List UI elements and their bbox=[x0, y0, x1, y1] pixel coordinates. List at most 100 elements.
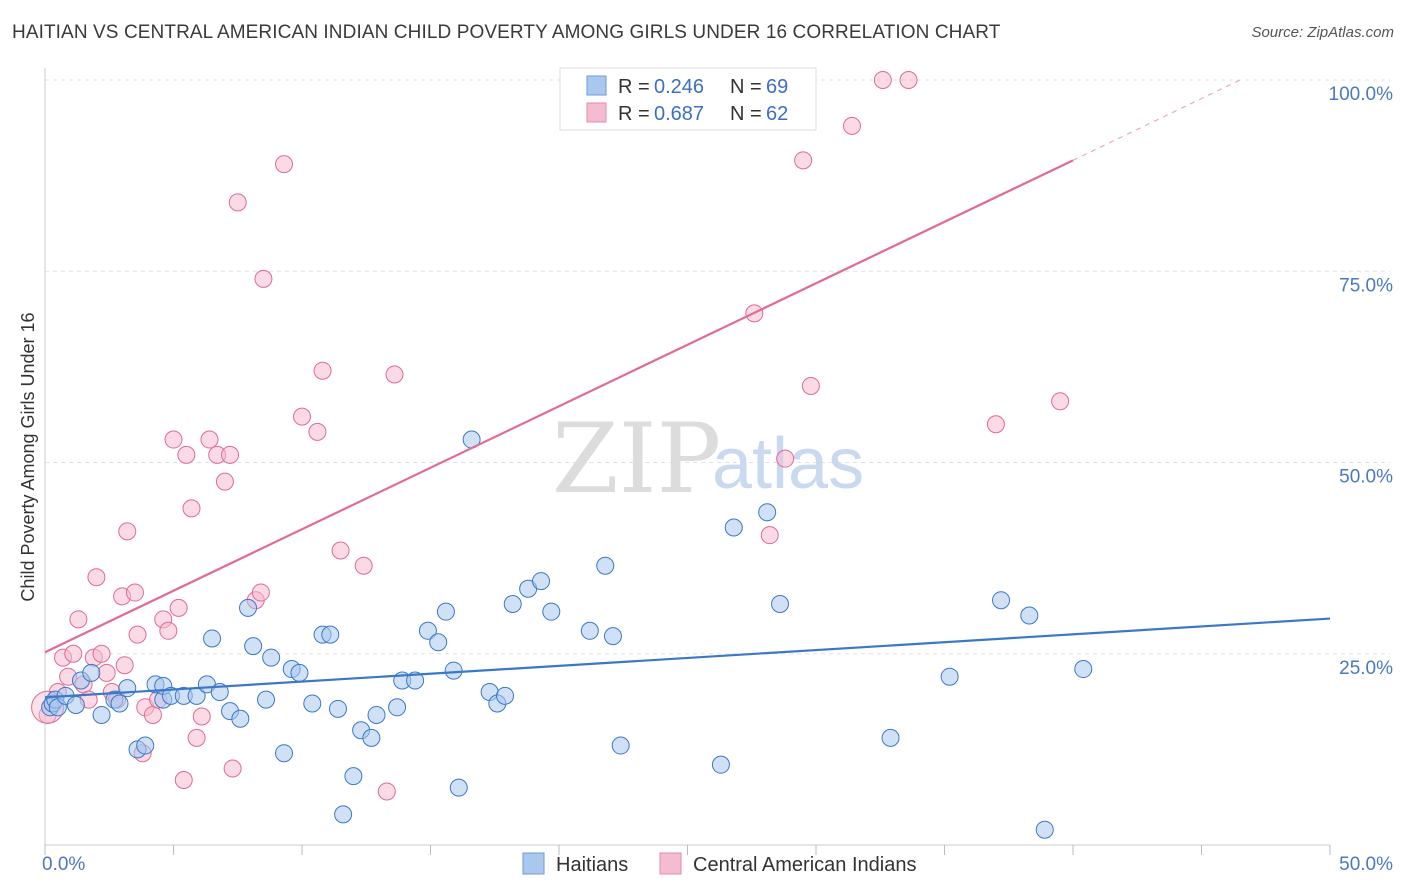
cai-point bbox=[125, 583, 144, 602]
haitian-point bbox=[1020, 606, 1039, 625]
legend-n-value-haitians: 69 bbox=[766, 76, 788, 98]
y-tick-labels: 25.0% 50.0% 75.0% 100.0% bbox=[1329, 84, 1394, 679]
haitian-point bbox=[429, 633, 448, 652]
cai-point bbox=[377, 782, 396, 801]
cai-point bbox=[215, 472, 234, 491]
haitian-point bbox=[118, 679, 137, 698]
cai-point bbox=[128, 625, 147, 644]
cai-point bbox=[159, 621, 178, 640]
y-tick-label: 100.0% bbox=[1329, 84, 1394, 105]
cai-point bbox=[331, 541, 350, 560]
legend-n-label-haitians: N = bbox=[730, 76, 762, 98]
haitian-point bbox=[532, 572, 551, 591]
cai-point bbox=[164, 430, 183, 449]
haitian-point bbox=[406, 671, 425, 690]
x-tick-label: 50.0% bbox=[1339, 854, 1393, 875]
cai-point bbox=[251, 583, 270, 602]
x-tick-labels: 0.0% 50.0% bbox=[42, 854, 1393, 875]
trend-line-cai-extension bbox=[1072, 79, 1241, 161]
haitian-point bbox=[136, 736, 155, 755]
cai-point bbox=[174, 770, 193, 789]
haitian-point bbox=[244, 637, 263, 656]
legend-r-value-haitians: 0.246 bbox=[654, 76, 704, 98]
haitian-point bbox=[496, 686, 515, 705]
haitian-point bbox=[444, 661, 463, 680]
cai-point bbox=[760, 526, 779, 545]
cai-point bbox=[1051, 392, 1070, 411]
haitian-point bbox=[418, 621, 437, 640]
top-legend: R = 0.246 N = 69 R = 0.687 N = 62 bbox=[559, 67, 817, 131]
cai-point bbox=[177, 445, 196, 464]
haitian-point bbox=[596, 556, 615, 575]
haitian-point bbox=[436, 602, 455, 621]
cai-point bbox=[354, 556, 373, 575]
cai-point bbox=[385, 365, 404, 384]
haitian-point bbox=[724, 518, 743, 537]
haitian-point bbox=[992, 591, 1011, 610]
haitian-point bbox=[758, 503, 777, 522]
legend-n-value-cai: 62 bbox=[766, 103, 788, 125]
haitian-point bbox=[1074, 660, 1093, 679]
haitian-point bbox=[262, 648, 281, 667]
cai-point bbox=[899, 71, 918, 89]
bottom-legend-label-haitians: Haitians bbox=[556, 854, 628, 876]
gridlines bbox=[45, 79, 1390, 655]
haitian-point bbox=[771, 595, 790, 614]
cai-point bbox=[801, 377, 820, 395]
haitian-point bbox=[367, 705, 386, 724]
cai-point bbox=[986, 415, 1005, 434]
legend-r-label-cai: R = bbox=[618, 103, 650, 125]
haitian-point bbox=[580, 621, 599, 640]
bottom-legend-label-cai: Central American Indians bbox=[693, 854, 916, 876]
haitian-point bbox=[110, 694, 129, 713]
haitian-point bbox=[603, 627, 622, 646]
cai-point bbox=[254, 269, 273, 288]
legend-r-label-haitians: R = bbox=[618, 76, 650, 98]
y-axis-label: Child Poverty Among Girls Under 16 bbox=[18, 312, 38, 601]
haitian-point bbox=[92, 705, 111, 724]
haitian-point bbox=[362, 728, 381, 747]
haitian-point bbox=[334, 805, 353, 824]
y-tick-label: 75.0% bbox=[1339, 275, 1393, 296]
cai-point bbox=[187, 728, 206, 747]
haitian-point bbox=[881, 728, 900, 747]
haitian-point bbox=[542, 602, 561, 621]
haitian-point bbox=[503, 595, 522, 614]
cai-point bbox=[873, 71, 892, 89]
cai-point bbox=[776, 449, 795, 468]
bottom-legend: Haitians Central American Indians bbox=[522, 852, 916, 876]
cai-point bbox=[115, 656, 134, 675]
haitian-point bbox=[449, 778, 468, 797]
cai-point bbox=[143, 705, 162, 724]
cai-point bbox=[842, 116, 861, 135]
trend-line-haitians bbox=[44, 617, 1331, 699]
legend-swatch-haitians bbox=[586, 75, 607, 96]
cai-point bbox=[221, 445, 240, 464]
cai-point bbox=[293, 407, 311, 426]
cai-point bbox=[313, 361, 332, 380]
x-ticks bbox=[44, 845, 1331, 855]
haitian-point bbox=[1035, 820, 1054, 839]
haitian-point bbox=[328, 699, 347, 718]
cai-point bbox=[118, 522, 137, 541]
haitian-point bbox=[257, 690, 276, 709]
bottom-legend-swatch-haitians bbox=[522, 852, 545, 875]
haitian-point bbox=[388, 698, 407, 717]
haitian-point bbox=[82, 663, 101, 682]
legend-swatch-cai bbox=[586, 102, 607, 123]
haitian-point bbox=[290, 663, 309, 682]
x-tick-label: 0.0% bbox=[42, 854, 85, 875]
cai-point bbox=[200, 430, 219, 449]
legend-n-label-cai: N = bbox=[730, 103, 762, 125]
haitian-point bbox=[940, 667, 959, 686]
cai-point bbox=[182, 499, 201, 518]
haitian-point bbox=[239, 598, 258, 617]
chart-source: Source: ZipAtlas.com bbox=[1251, 24, 1394, 41]
haitian-point bbox=[611, 736, 630, 755]
haitian-point bbox=[344, 767, 363, 786]
watermark-zip: ZIP bbox=[552, 403, 721, 515]
cai-point bbox=[169, 598, 188, 617]
cai-point bbox=[92, 644, 111, 663]
trend-lines bbox=[44, 79, 1331, 699]
series-haitians-points bbox=[41, 430, 1093, 839]
